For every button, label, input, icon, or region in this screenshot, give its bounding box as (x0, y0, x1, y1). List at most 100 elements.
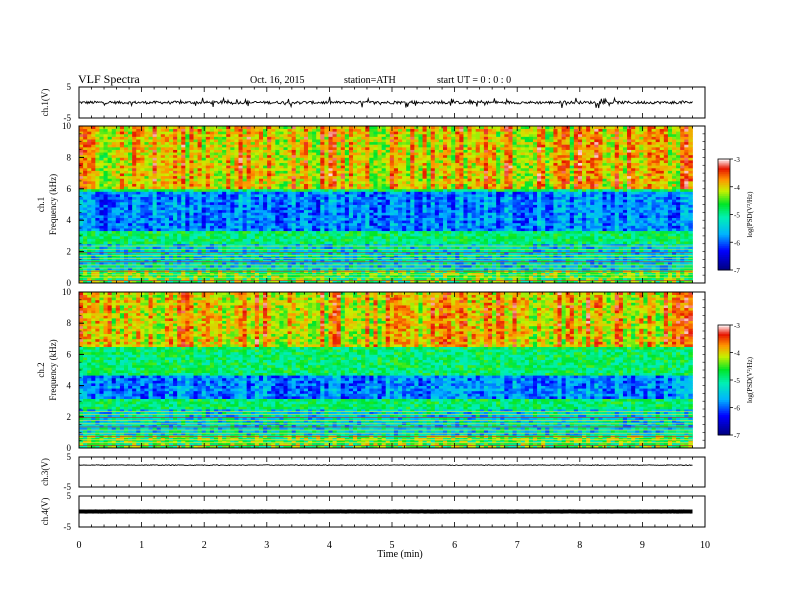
spectrogram-cell (198, 212, 202, 215)
spectrogram-cell (198, 160, 202, 163)
spectrogram-cell (210, 246, 214, 249)
spectrogram-cell (87, 178, 91, 181)
spectrogram-cell (214, 186, 218, 189)
spectrogram-cell (222, 220, 226, 223)
spectrogram-cell (165, 257, 169, 260)
spectrogram-cell (214, 191, 218, 194)
spectrogram-cell (185, 210, 189, 213)
spectrogram-cell (99, 273, 103, 276)
spectrogram-cell (124, 267, 128, 270)
spectrogram-cell (120, 267, 124, 270)
spectrogram-cell (99, 223, 103, 226)
spectrogram-cell (214, 212, 218, 215)
spectrogram-cell (222, 210, 226, 213)
spectrogram-cell (99, 147, 103, 150)
spectrogram-cell (120, 225, 124, 228)
spectrogram-cell (95, 220, 99, 223)
spectrogram-cell (116, 207, 120, 210)
spectrogram-cell (99, 178, 103, 181)
spectrogram-cell (210, 155, 214, 158)
spectrogram-cell (226, 191, 230, 194)
spectrogram-cell (210, 239, 214, 242)
spectrogram-cell (210, 197, 214, 200)
spectrogram-cell (247, 165, 251, 168)
spectrogram-cell (263, 212, 267, 215)
spectrogram-cell (210, 194, 214, 197)
spectrogram-cell (202, 197, 206, 200)
spectrogram-cell (116, 191, 120, 194)
spectrogram-cell (243, 257, 247, 260)
spectrogram-cell (267, 194, 271, 197)
spectrogram-cell (189, 178, 193, 181)
spectrogram-cell (177, 184, 181, 187)
spectrogram-cell (181, 168, 185, 171)
spectrogram-cell (104, 184, 108, 187)
spectrogram-cell (87, 170, 91, 173)
spectrogram-cell (271, 246, 275, 249)
spectrogram-cell (95, 262, 99, 265)
spectrogram-cell (169, 267, 173, 270)
spectrogram-cell (153, 189, 157, 192)
spectrogram-cell (255, 152, 259, 155)
spectrogram-cell (165, 212, 169, 215)
spectrogram-cell (259, 181, 263, 184)
spectrogram-cell (91, 241, 95, 244)
spectrogram-cell (239, 178, 243, 181)
spectrogram-cell (153, 202, 157, 205)
spectrogram-cell (210, 223, 214, 226)
spectrogram-cell (189, 176, 193, 179)
spectrogram-cell (95, 144, 99, 147)
spectrogram-cell (128, 207, 132, 210)
spectrogram-cell (259, 205, 263, 208)
spectrogram-cell (259, 129, 263, 132)
spectrogram-cell (136, 218, 140, 221)
spectrogram-cell (247, 129, 251, 132)
spectrogram-cell (198, 152, 202, 155)
spectrogram-cell (124, 202, 128, 205)
spectrogram-cell (144, 163, 148, 166)
spectrogram-cell (255, 246, 259, 249)
spectrogram-cell (87, 273, 91, 276)
spectrogram-cell (161, 134, 165, 137)
spectrogram-cell (271, 129, 275, 132)
spectrogram-cell (259, 134, 263, 137)
spectrogram-cell (202, 139, 206, 142)
spectrogram-cell (99, 199, 103, 202)
spectrogram-cell (189, 267, 193, 270)
spectrogram-cell (177, 218, 181, 221)
spectrogram-cell (108, 207, 112, 210)
spectrogram-cell (185, 202, 189, 205)
spectrogram-cell (185, 252, 189, 255)
spectrogram-cell (214, 231, 218, 234)
spectrogram-cell (214, 236, 218, 239)
spectrogram-cell (116, 184, 120, 187)
spectrogram-cell (108, 273, 112, 276)
spectrogram-cell (214, 202, 218, 205)
spectrogram-cell (108, 129, 112, 132)
spectrogram-cell (116, 152, 120, 155)
spectrogram-cell (198, 239, 202, 242)
spectrogram-cell (91, 233, 95, 236)
spectrogram-cell (149, 236, 153, 239)
spectrogram-cell (165, 191, 169, 194)
spectrogram-cell (136, 160, 140, 163)
spectrogram-cell (222, 144, 226, 147)
spectrogram-cell (218, 136, 222, 139)
spectrogram-cell (104, 191, 108, 194)
spectrogram-cell (169, 173, 173, 176)
spectrogram-cell (120, 150, 124, 153)
spectrogram-cell (99, 233, 103, 236)
spectrogram-cell (87, 152, 91, 155)
spectrogram-cell (169, 139, 173, 142)
spectrogram-cell (144, 186, 148, 189)
spectrogram-cell (83, 194, 87, 197)
spectrogram-cell (140, 236, 144, 239)
spectrogram-cell (202, 131, 206, 134)
spectrogram-cell (239, 225, 243, 228)
spectrogram-cell (255, 147, 259, 150)
spectrogram-cell (271, 170, 275, 173)
spectrogram-cell (169, 252, 173, 255)
spectrogram-cell (226, 184, 230, 187)
spectrogram-cell (226, 139, 230, 142)
spectrogram-cell (140, 239, 144, 242)
